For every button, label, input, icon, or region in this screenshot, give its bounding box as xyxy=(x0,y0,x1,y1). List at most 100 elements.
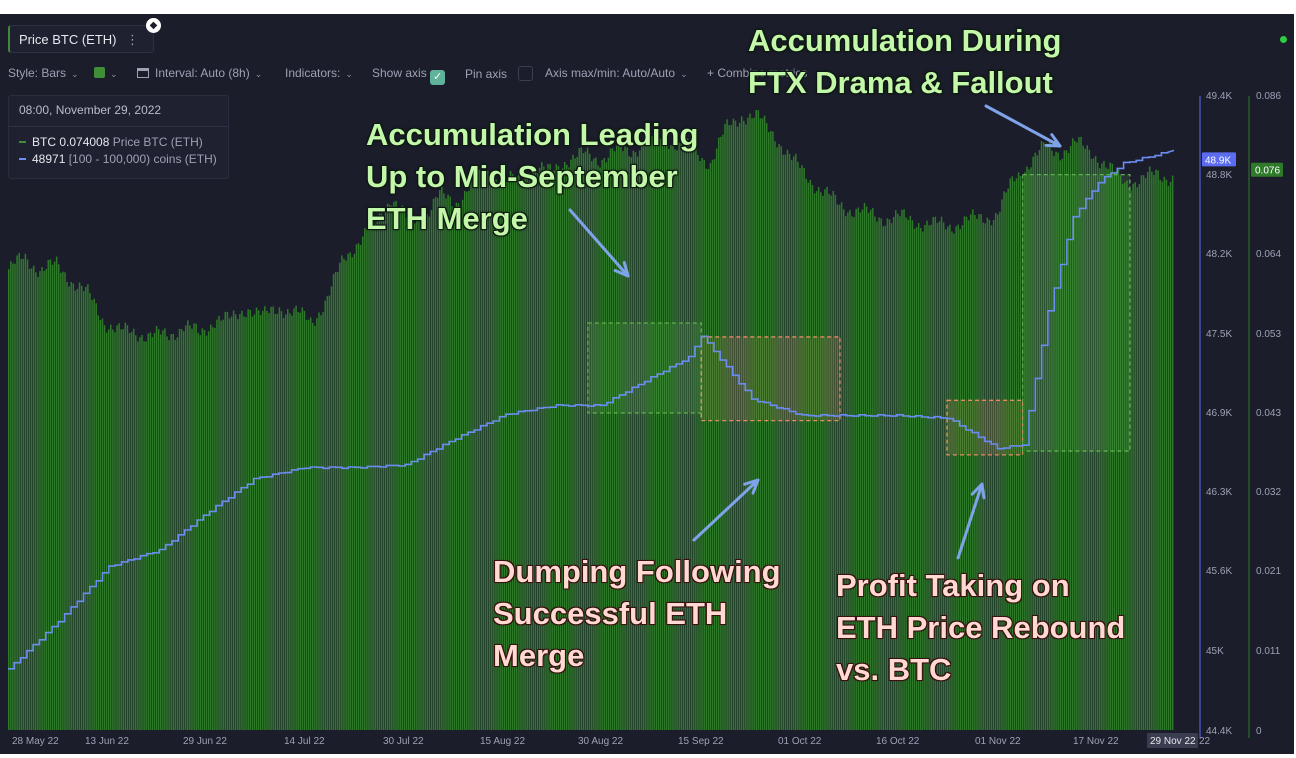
price-bar xyxy=(1005,192,1007,730)
price-bar xyxy=(60,272,62,730)
price-bar xyxy=(22,258,25,730)
price-bar xyxy=(212,327,214,730)
price-bar xyxy=(274,313,277,730)
price-bar xyxy=(613,151,616,730)
price-bar xyxy=(160,334,162,730)
price-bar xyxy=(597,165,599,730)
price-bar xyxy=(224,311,227,730)
axis-maxmin-dropdown[interactable]: Axis max/min: Auto/Auto ⌄ xyxy=(545,66,688,80)
price-bar xyxy=(790,160,793,730)
price-bar xyxy=(262,310,264,730)
chevron-down-icon: ⌄ xyxy=(110,69,118,79)
price-bar xyxy=(139,337,141,730)
right-axis-tick-label: 0.011 xyxy=(1256,646,1281,657)
price-bar xyxy=(820,192,822,731)
price-bar xyxy=(1059,160,1061,731)
price-bar xyxy=(45,269,47,730)
price-bar xyxy=(26,259,29,730)
show-axis-label: Show axis xyxy=(372,66,427,80)
price-bar xyxy=(301,307,304,730)
price-bar xyxy=(663,135,666,730)
price-bar xyxy=(797,161,799,731)
price-bar xyxy=(168,340,170,730)
price-bar xyxy=(513,179,516,730)
arrow-icon xyxy=(692,478,760,542)
price-bar xyxy=(651,136,653,731)
price-bar xyxy=(805,178,807,731)
price-bar xyxy=(466,191,468,730)
price-bar xyxy=(876,221,878,730)
checkbox-checked-icon[interactable]: ✓ xyxy=(430,70,446,85)
price-bar xyxy=(153,333,156,730)
price-bar xyxy=(655,129,658,730)
price-bar xyxy=(1111,163,1114,730)
checkbox-unchecked-icon[interactable] xyxy=(518,66,534,81)
price-bar xyxy=(1013,181,1016,731)
price-bar xyxy=(830,195,832,731)
price-bar xyxy=(1169,181,1172,730)
show-axis-toggle[interactable]: Show axis ✓ xyxy=(372,66,446,85)
price-bar xyxy=(838,204,841,731)
more-menu-icon[interactable]: ⋮ xyxy=(126,32,139,47)
price-bar xyxy=(1022,179,1024,730)
chart-panel: 49.4K 48.8K 48.2K 47.5K 46.9K 46.3K 45.6K 45K 44… xyxy=(0,14,1294,754)
price-bar xyxy=(803,168,805,730)
price-bar xyxy=(1017,172,1020,730)
price-bar xyxy=(1019,176,1022,730)
price-bar xyxy=(220,320,222,730)
price-bar xyxy=(909,215,912,730)
chart-title-box[interactable]: Price BTC (ETH) ⋮ xyxy=(8,25,154,53)
price-bar xyxy=(645,144,647,730)
price-bar xyxy=(911,220,914,730)
indicators-dropdown[interactable]: Indicators: ⌄ xyxy=(285,66,353,80)
style-dropdown[interactable]: Style: Bars ⌄ xyxy=(8,66,79,80)
price-bar xyxy=(55,256,58,730)
price-bar xyxy=(457,203,460,731)
price-bar xyxy=(484,175,487,730)
price-bar xyxy=(495,179,497,730)
price-bar xyxy=(105,332,108,730)
price-bar xyxy=(1151,171,1153,731)
price-bar xyxy=(110,324,112,730)
price-bar xyxy=(68,286,70,730)
price-bar xyxy=(853,217,855,730)
interval-dropdown[interactable]: Interval: Auto (8h) ⌄ xyxy=(137,66,262,80)
price-bar xyxy=(632,150,635,731)
style-label: Style: Bars xyxy=(8,66,67,80)
price-bar xyxy=(303,310,306,730)
price-bar xyxy=(353,253,356,731)
live-status-dot xyxy=(1280,36,1287,43)
holders-line xyxy=(8,149,1175,670)
price-bar xyxy=(347,253,349,730)
price-bar xyxy=(176,337,179,730)
price-bar xyxy=(470,180,472,731)
price-bar xyxy=(903,209,905,730)
legend-label: [100 - 100,000) coins (ETH) xyxy=(68,152,217,166)
price-bar xyxy=(572,154,574,731)
price-bar xyxy=(205,335,208,730)
price-bar xyxy=(974,215,976,730)
price-bar xyxy=(711,159,714,730)
price-bar xyxy=(368,229,370,730)
price-bar xyxy=(822,195,824,730)
combine-metrics-button[interactable]: + Combine metrics xyxy=(707,66,808,80)
x-axis-tick-label: 13 Jun 22 xyxy=(85,736,129,747)
price-bar xyxy=(124,322,127,730)
price-bar xyxy=(967,220,970,731)
color-picker[interactable]: ⌄ xyxy=(94,66,118,80)
price-bar xyxy=(770,131,772,730)
price-bar xyxy=(1101,163,1103,731)
price-bar xyxy=(405,217,408,730)
price-bar xyxy=(201,328,204,730)
pin-axis-toggle[interactable]: Pin axis xyxy=(465,66,534,81)
axis-maxmin-label: Axis max/min: Auto/Auto xyxy=(545,66,676,80)
price-bar xyxy=(497,185,499,730)
price-bar xyxy=(1144,178,1147,731)
price-bar xyxy=(1082,145,1084,730)
price-bar xyxy=(905,217,907,730)
price-bar xyxy=(930,224,932,731)
price-bar xyxy=(491,185,493,730)
price-bar xyxy=(1074,140,1076,730)
price-bar xyxy=(870,209,872,731)
price-bar xyxy=(865,206,868,731)
